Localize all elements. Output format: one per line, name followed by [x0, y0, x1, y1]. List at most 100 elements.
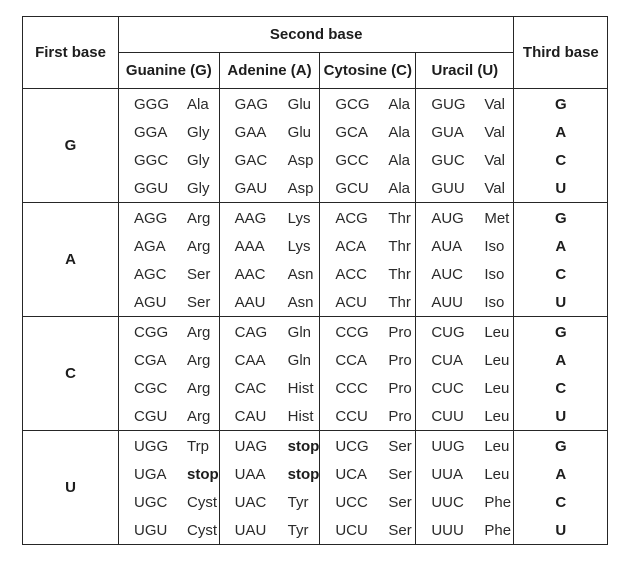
amino-acid: Ser [388, 521, 412, 539]
amino-acid: Leu [484, 407, 510, 425]
codon: GAA [234, 123, 267, 141]
table-row-first-base-g: G GGG Ala GGA Gly GGC Gly GGU Gly GAG Glu GAA… [22, 88, 609, 203]
codon-entry: UUU Phe [416, 516, 513, 544]
codon: CGC [134, 379, 168, 397]
amino-acid: Met [484, 209, 510, 227]
codon-entry: AUU Iso [416, 288, 513, 316]
codon-cell: CUG Leu CUA Leu CUC Leu CUU Leu [415, 316, 515, 431]
codon-entry: UGG Trp [119, 432, 219, 460]
amino-acid: Ala [187, 95, 209, 113]
first-base-cell: U [22, 430, 119, 545]
codon: UAG [234, 437, 268, 455]
codon: ACU [335, 293, 368, 311]
codon-cell: CCG Pro CCA Pro CCC Pro CCU Pro [319, 316, 417, 431]
third-base-header: Third base [513, 16, 609, 89]
codon: GAC [234, 151, 268, 169]
third-base-letter: A [555, 237, 567, 255]
codon-cell: UCG Ser UCA Ser UCC Ser UCU Ser [319, 430, 417, 545]
codon: GCG [335, 95, 370, 113]
codon: AAU [234, 293, 266, 311]
codon-cell: ACG Thr ACA Thr ACC Thr ACU Thr [319, 202, 417, 317]
first-base-header: First base [22, 16, 119, 89]
amino-acid: Ser [187, 293, 211, 311]
amino-acid: Gly [187, 151, 210, 169]
amino-acid: Arg [187, 209, 211, 227]
third-base-cell: G A C U [513, 88, 609, 203]
third-base-letter: C [555, 379, 567, 397]
codon-entry: GUC Val [416, 146, 513, 174]
codon-cell: GUG Val GUA Val GUC Val GUU Val [415, 88, 515, 203]
codon: CUG [431, 323, 465, 341]
amino-acid: Cyst [187, 493, 217, 511]
first-base-cell: A [22, 202, 119, 317]
codon: GCU [335, 179, 369, 197]
codon-entry: CGU Arg [119, 402, 219, 430]
codon: CAC [234, 379, 267, 397]
codon-entry: ACU Thr [320, 288, 415, 316]
amino-acid: Ser [388, 465, 412, 483]
codon-entry: UCU Ser [320, 516, 415, 544]
codon-entry: CUU Leu [416, 402, 513, 430]
codon-entry: AAU Asn [220, 288, 320, 316]
codon: UGC [134, 493, 168, 511]
codon: AUG [431, 209, 464, 227]
codon-table-container: First base Second base Third base Guanin… [22, 16, 609, 545]
codon-entry: GGC Gly [119, 146, 219, 174]
amino-acid: Glu [287, 123, 312, 141]
codon: GAU [234, 179, 268, 197]
codon-cell: GGG Ala GGA Gly GGC Gly GGU Gly [118, 88, 220, 203]
codon-entry: UCG Ser [320, 432, 415, 460]
amino-acid: Val [484, 95, 505, 113]
codon: GUG [431, 95, 466, 113]
amino-acid: Hist [287, 379, 314, 397]
codon: GGG [134, 95, 170, 113]
codon: UCC [335, 493, 368, 511]
amino-acid: Leu [484, 351, 510, 369]
codon-entry: AUG Met [416, 204, 513, 232]
codon: AGU [134, 293, 167, 311]
codon: GUC [431, 151, 465, 169]
codon: GGA [134, 123, 168, 141]
codon: CAA [234, 351, 266, 369]
codon: UUG [431, 437, 465, 455]
codon: AAA [234, 237, 265, 255]
codon-entry: GCU Ala [320, 174, 415, 202]
amino-acid: Ser [388, 437, 412, 455]
codon: CUC [431, 379, 464, 397]
codon-entry: UAC Tyr [220, 488, 320, 516]
codon: CAG [234, 323, 268, 341]
amino-acid: Asn [287, 293, 314, 311]
codon-entry: GCA Ala [320, 118, 415, 146]
amino-acid: Ala [388, 179, 411, 197]
codon-entry: AAC Asn [220, 260, 320, 288]
codon-entry: GAC Asp [220, 146, 320, 174]
codon-entry: UGC Cyst [119, 488, 219, 516]
codon: UGA [134, 465, 167, 483]
codon: AUU [431, 293, 464, 311]
codon-entry: ACG Thr [320, 204, 415, 232]
codon-entry: GCG Ala [320, 90, 415, 118]
amino-acid: Arg [187, 379, 211, 397]
amino-acid: Pro [388, 351, 412, 369]
codon: UUA [431, 465, 464, 483]
codon: ACA [335, 237, 367, 255]
codon: GCC [335, 151, 369, 169]
codon-entry: AGC Ser [119, 260, 219, 288]
codon: ACC [335, 265, 368, 283]
amino-acid: Hist [287, 407, 314, 425]
codon: AUA [431, 237, 463, 255]
codon-entry: CAU Hist [220, 402, 320, 430]
second-base-col-cytosine: Cytosine (C) [319, 52, 417, 89]
codon: CCG [335, 323, 369, 341]
codon: UGU [134, 521, 168, 539]
codon-entry: CCA Pro [320, 346, 415, 374]
amino-acid: Gly [187, 123, 210, 141]
codon-entry: GUA Val [416, 118, 513, 146]
codon-entry: GGU Gly [119, 174, 219, 202]
amino-acid: stop [187, 465, 219, 483]
amino-acid: Ala [388, 123, 411, 141]
codon: GUA [431, 123, 464, 141]
amino-acid: Thr [388, 237, 411, 255]
codon: CGG [134, 323, 169, 341]
second-base-col-guanine: Guanine (G) [118, 52, 220, 89]
